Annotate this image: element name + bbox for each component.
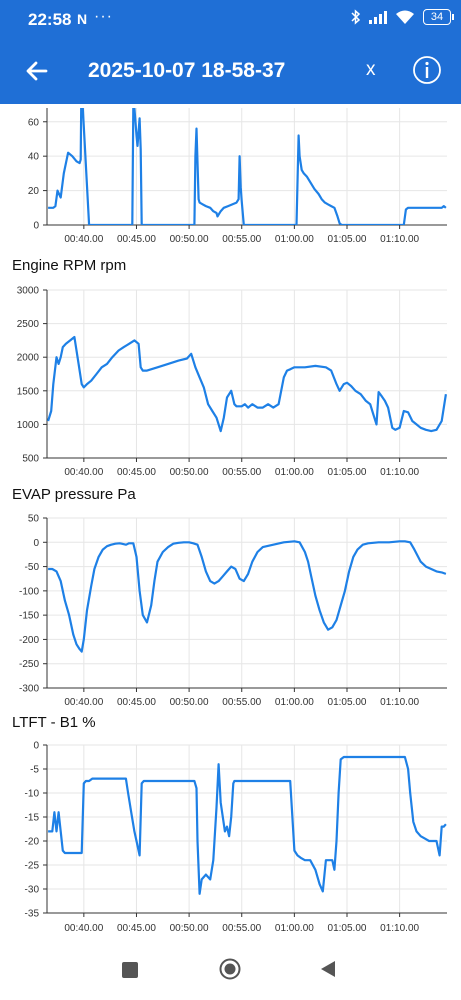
y-tick-label: -250	[19, 659, 39, 670]
x-tick-label: 01:05.00	[328, 923, 367, 934]
wifi-icon	[396, 10, 414, 24]
x-tick-label: 00:55.00	[222, 234, 261, 245]
app-bar: 2025-10-07 18-58-37 x	[0, 40, 461, 104]
series-line	[48, 108, 447, 225]
y-tick-label: 500	[22, 454, 39, 465]
chart-evap-pressure: -300 -250 -200 -150 -100 -50 0 50 00:40.00 00:45.…	[19, 514, 447, 706]
status-bar: 22:58 N ··· 34	[0, 0, 461, 40]
battery-icon: 34	[423, 9, 454, 25]
series-line	[48, 755, 447, 895]
x-tick-label: 00:50.00	[170, 923, 209, 934]
x-tick-label: 01:10.00	[380, 234, 419, 245]
x-tick-label: 00:45.00	[117, 697, 156, 706]
y-tick-label: -50	[25, 562, 40, 573]
series-line	[48, 540, 447, 653]
x-tick-label: 01:10.00	[380, 467, 419, 476]
x-tick-label: 01:10.00	[380, 697, 419, 706]
info-icon[interactable]	[412, 55, 442, 85]
y-tick-label: -200	[19, 635, 39, 646]
y-tick-label: -20	[25, 837, 40, 848]
x-tick-label: 00:40.00	[64, 697, 103, 706]
y-tick-label: -10	[25, 789, 40, 800]
x-tick-label: 01:00.00	[275, 467, 314, 476]
y-tick-label: 0	[33, 221, 39, 232]
series-line	[47, 335, 447, 433]
y-tick-label: 1500	[17, 386, 40, 397]
recents-button[interactable]	[122, 962, 138, 978]
x-tick-label: 00:45.00	[117, 467, 156, 476]
status-icons: 34	[351, 9, 454, 25]
x-tick-label: 00:45.00	[117, 234, 156, 245]
page-title: 2025-10-07 18-58-37	[88, 59, 286, 82]
y-tick-label: 1000	[17, 420, 40, 431]
y-tick-label: 0	[33, 741, 39, 752]
y-tick-label: 2000	[17, 353, 40, 364]
charts-scroll-area[interactable]: Engine RPM rpm EVAP pressure Pa LTFT - B…	[0, 104, 461, 934]
y-tick-label: -15	[25, 813, 40, 824]
x-tick-label: 00:40.00	[64, 467, 103, 476]
chart-title-engine-rpm: Engine RPM rpm	[12, 257, 127, 274]
x-tick-label: 01:10.00	[380, 923, 419, 934]
notification-icon: N	[77, 11, 88, 27]
home-button[interactable]	[219, 958, 241, 980]
x-tick-label: 00:50.00	[170, 467, 209, 476]
y-tick-label: 20	[28, 186, 40, 197]
x-tick-label: 00:40.00	[64, 234, 103, 245]
y-tick-label: 50	[28, 514, 40, 525]
x-tick-label: 01:00.00	[275, 697, 314, 706]
system-nav-bar	[0, 934, 461, 1000]
chart-title-evap-pressure: EVAP pressure Pa	[12, 486, 136, 503]
more-notifications-icon: ···	[94, 8, 113, 25]
y-tick-label: 3000	[17, 286, 40, 297]
y-tick-label: -25	[25, 861, 40, 872]
x-tick-label: 00:50.00	[170, 234, 209, 245]
signal-icon	[369, 11, 387, 24]
bluetooth-icon	[351, 9, 361, 25]
x-tick-label: 01:05.00	[328, 467, 367, 476]
y-tick-label: 2500	[17, 319, 40, 330]
chart-ltft-b1: -35 -30 -25 -20 -15 -10 -5 0 00:40.00 00:45.00 00:…	[25, 741, 447, 934]
back-arrow-icon[interactable]	[22, 56, 52, 86]
chart-title-ltft-b1: LTFT - B1 %	[12, 714, 96, 731]
x-tick-label: 01:05.00	[328, 697, 367, 706]
x-tick-label: 00:55.00	[222, 467, 261, 476]
y-tick-label: -100	[19, 586, 39, 597]
close-button[interactable]: x	[366, 59, 376, 80]
chart-engine-rpm: 500 1000 1500 2000 2500 3000 00:40.00 00:45.00 0…	[17, 286, 447, 476]
y-tick-label: 40	[28, 152, 40, 163]
y-tick-label: 60	[28, 117, 40, 128]
y-tick-label: -5	[30, 765, 39, 776]
chart-speed: 0 20 40 60 00:40.00 00:45.00 00:50.00 00:55.00 0…	[28, 108, 447, 245]
x-tick-label: 00:55.00	[222, 697, 261, 706]
y-tick-label: 0	[33, 538, 39, 549]
x-tick-label: 00:50.00	[170, 697, 209, 706]
x-tick-label: 01:05.00	[328, 234, 367, 245]
y-tick-label: -300	[19, 684, 39, 695]
x-tick-label: 01:00.00	[275, 234, 314, 245]
x-tick-label: 00:45.00	[117, 923, 156, 934]
status-time: 22:58	[28, 10, 72, 29]
y-tick-label: -30	[25, 885, 40, 896]
x-tick-label: 01:00.00	[275, 923, 314, 934]
nav-back-button[interactable]	[318, 959, 338, 979]
y-tick-label: -35	[25, 909, 40, 920]
y-tick-label: -150	[19, 611, 39, 622]
x-tick-label: 00:55.00	[222, 923, 261, 934]
x-tick-label: 00:40.00	[64, 923, 103, 934]
